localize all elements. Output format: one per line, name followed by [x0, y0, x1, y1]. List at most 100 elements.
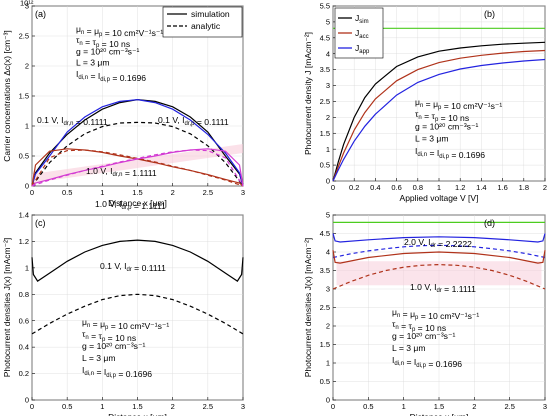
param-text-a: μn = μp = 10 cm²V⁻¹s⁻¹	[76, 24, 163, 38]
x-tick-label-d: 2.5	[504, 402, 514, 411]
x-axis-label-d: Distance x [μm]	[410, 412, 469, 416]
panel-label-c: (c)	[35, 218, 46, 228]
y-tick-label-c: 1.4	[19, 211, 29, 220]
param-text-c: μn = μp = 10 cm²V⁻¹s⁻¹	[82, 317, 169, 331]
x-axis-label-a: Distance x [μm]	[108, 198, 167, 208]
param-text-d: μn = μp = 10 cm²V⁻¹s⁻¹	[392, 307, 479, 321]
x-tick-label-d: 2	[472, 402, 476, 411]
legend-label-b-jsim: Jsim	[355, 13, 369, 25]
x-tick-label-d: 0.5	[363, 402, 373, 411]
x-tick-label-c: 1.5	[132, 402, 142, 411]
series-line-d-blue-solid	[332, 233, 546, 243]
x-axis-label-b: Applied voltage V [V]	[400, 193, 479, 203]
series-line-d-blue-dashed	[332, 244, 546, 259]
param-text-c: g = 10²⁰ cm⁻³s⁻¹	[82, 341, 146, 351]
y-tick-label-d: 1.5	[320, 340, 330, 349]
pink-band-d	[336, 261, 542, 286]
x-tick-label-a: 2	[171, 188, 175, 197]
panel-b: 0 0.2 0.4 0.6 0.8 1 1.2 1.4 1.6 1.8 2 0 0.5 1 1.5 2 2.5 3…	[303, 2, 547, 203]
legend-label-b-jacc: Jacc	[355, 28, 369, 40]
panel-label-a: (a)	[35, 9, 46, 19]
x-tick-label-b: 1.4	[476, 183, 486, 192]
panel-c: 0 0.5 1 1.5 2 2.5 3 0 0.2 0.4 0.6 0.8 1 1.2 1.4 Distanc…	[2, 211, 245, 416]
param-text-b: τn = τp = 10 ns	[415, 109, 469, 123]
annotation-c-0-1-v-idr-0-1111: 0.1 V, Idr = 0.1111	[100, 261, 166, 273]
annotation-d-2-0-v-idr-2-2222: 2.0 V, Idr = 2.2222	[404, 237, 472, 249]
series-line-d-red-solid	[332, 250, 546, 264]
y-tick-label-b: 1	[326, 145, 330, 154]
panel-label-b: (b)	[484, 9, 495, 19]
y-tick-label-b: 2.5	[320, 97, 330, 106]
y-tick-label-c: 0.4	[19, 343, 29, 352]
param-text-d: Idi,n = Idi,p = 0.1696	[392, 355, 462, 369]
param-text-c: τn = τp = 10 ns	[82, 329, 136, 343]
x-tick-label-a: 0	[30, 188, 34, 197]
x-tick-label-b: 1.8	[519, 183, 529, 192]
y-tick-label-d: 4.5	[320, 229, 330, 238]
y-tick-label-d: 1	[326, 359, 330, 368]
y-axis-label-a: Carrier concentrations Δc(x) [cm⁻³]	[2, 30, 12, 162]
legend-label-b-japp: Japp	[355, 43, 370, 55]
x-tick-label-a: 0.5	[62, 188, 72, 197]
param-text-d: g = 10²⁰ cm⁻³s⁻¹	[392, 331, 456, 341]
y-tick-label-c: 1.2	[19, 237, 29, 246]
x-tick-label-b: 1.6	[497, 183, 507, 192]
y-tick-label-d: 0.5	[320, 377, 330, 386]
x-tick-label-a: 1.5	[132, 188, 142, 197]
y-axis-label-c: Photocurrent densities J(x) [mAcm⁻²]	[2, 238, 12, 378]
y-tick-label-b: 3.5	[320, 65, 330, 74]
y-tick-label-a: 2	[25, 62, 29, 71]
x-tick-label-b: 0.8	[413, 183, 423, 192]
y-tick-label-b: 2	[326, 113, 330, 122]
y-tick-label-b: 3	[326, 81, 330, 90]
annotation-a-1-0-v-idr-n-1-1111: 1.0 V, Idr,n = 1.1111	[86, 166, 157, 178]
y-tick-label-d: 3.5	[320, 266, 330, 275]
y-tick-label-d: 2.5	[320, 303, 330, 312]
y-tick-label-b: 4	[326, 49, 330, 58]
param-text-a: g = 10²⁰ cm⁻³s⁻¹	[76, 46, 140, 56]
y-tick-label-b: 0	[326, 177, 330, 186]
x-tick-label-b: 0.4	[370, 183, 380, 192]
y-tick-label-a: 0	[25, 182, 29, 191]
param-text-a: τn = τp = 10 ns	[76, 35, 130, 49]
param-text-c: L = 3 μm	[82, 353, 116, 363]
x-tick-label-d: 0	[331, 402, 335, 411]
param-text-b: μn = μp = 10 cm²V⁻¹s⁻¹	[415, 97, 502, 111]
x-tick-label-d: 3	[543, 402, 547, 411]
y-tick-label-a: 0.5	[19, 152, 29, 161]
y-tick-label-a: 1.5	[19, 92, 29, 101]
x-tick-label-c: 2.5	[203, 402, 213, 411]
y-tick-label-b: 0.5	[320, 161, 330, 170]
y-tick-label-a: 3	[25, 2, 29, 11]
x-tick-label-a: 1	[100, 188, 104, 197]
panel-label-d: (d)	[484, 218, 495, 228]
y-tick-label-d: 5	[326, 211, 330, 220]
annotation-a-0-1-v-idr-p-0-1111: 0.1 V, Idr,p = 0.1111	[158, 115, 229, 127]
y-tick-label-b: 5	[326, 18, 330, 27]
x-tick-label-c: 0	[30, 402, 34, 411]
annotation-a-0-1-v-idr-n-0-1111: 0.1 V, Idr,n = 0.1111	[37, 115, 108, 127]
series-line-a-red-dashed	[31, 149, 244, 187]
y-tick-label-c: 0.8	[19, 290, 29, 299]
param-text-b: Idi,n = Idi,p = 0.1696	[415, 146, 485, 160]
x-tick-label-d: 1	[402, 402, 406, 411]
y-tick-label-b: 4.5	[320, 33, 330, 42]
series-line-c-black-solid	[31, 239, 244, 282]
x-tick-label-c: 1	[100, 402, 104, 411]
y-axis-label-d: Photocurrent densities J(x) [mAcm⁻²]	[303, 238, 313, 378]
x-tick-label-c: 0.5	[62, 402, 72, 411]
y-tick-label-b: 5.5	[320, 2, 330, 11]
legend-box-a	[162, 6, 243, 38]
pink-band-a	[32, 144, 243, 183]
x-tick-label-a: 2.5	[203, 188, 213, 197]
x-tick-label-a: 3	[241, 188, 245, 197]
y-tick-label-a: 1	[25, 122, 29, 131]
annotation-d-1-0-v-idr-1-1111: 1.0 V, Idr = 1.1111	[410, 282, 476, 294]
series-line-b-jacc	[332, 49, 546, 182]
x-tick-label-b: 1	[437, 183, 441, 192]
param-text-a: Idi,n = Idi,p = 0.1696	[76, 69, 146, 83]
legend-label-a: analytic	[191, 21, 221, 31]
param-text-c: Idi,n = Idi,p = 0.1696	[82, 365, 152, 379]
